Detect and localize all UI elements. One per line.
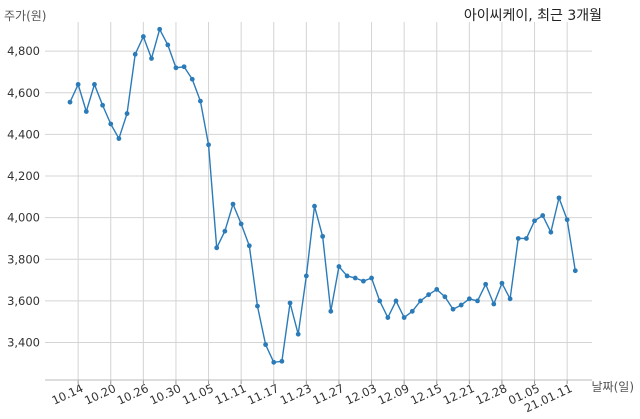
- data-point: [312, 203, 317, 209]
- data-point: [92, 82, 97, 87]
- data-point: [361, 278, 366, 284]
- data-point: [214, 245, 220, 251]
- x-tick-label: 11.23: [278, 381, 314, 408]
- data-point: [499, 280, 505, 286]
- y-tick-label: 4,800: [7, 44, 40, 58]
- data-point: [181, 64, 187, 70]
- data-point: [475, 298, 480, 304]
- series-group: [67, 26, 578, 365]
- data-point: [540, 213, 546, 218]
- y-tick-label: 3,800: [7, 252, 40, 266]
- data-point: [279, 358, 285, 364]
- data-point: [263, 342, 268, 348]
- data-point: [434, 287, 440, 292]
- data-point: [369, 275, 374, 281]
- y-tick-label: 3,600: [7, 294, 40, 308]
- data-point: [393, 298, 399, 304]
- data-point: [564, 217, 570, 223]
- data-point: [295, 331, 301, 337]
- data-point: [450, 306, 456, 312]
- data-point: [466, 296, 472, 302]
- data-point: [287, 300, 293, 306]
- data-point: [515, 236, 521, 241]
- y-tick-label: 4,600: [7, 86, 40, 100]
- data-point: [246, 243, 252, 249]
- data-point: [108, 121, 114, 127]
- data-point: [344, 273, 350, 279]
- data-point: [320, 233, 326, 239]
- x-tick-label: 12.28: [473, 381, 509, 408]
- chart-title: 아이씨케이, 최근 3개월: [463, 8, 602, 24]
- data-point: [100, 102, 105, 108]
- y-tick-label: 4,400: [7, 127, 40, 141]
- data-point: [149, 56, 154, 61]
- axes: [45, 379, 592, 384]
- data-point: [173, 65, 179, 71]
- y-tick-label: 4,200: [7, 169, 40, 183]
- data-point: [238, 221, 244, 227]
- data-point: [67, 99, 73, 105]
- data-point: [132, 51, 138, 57]
- data-point: [418, 298, 423, 304]
- data-point: [189, 76, 195, 82]
- data-point: [230, 201, 236, 207]
- data-point: [377, 298, 383, 304]
- data-point: [303, 273, 309, 279]
- data-point: [75, 82, 81, 87]
- x-tick-label: 11.05: [180, 381, 216, 408]
- data-point: [548, 229, 554, 235]
- data-point: [116, 136, 122, 141]
- data-point: [328, 308, 334, 314]
- data-point: [556, 195, 562, 201]
- data-point: [206, 142, 211, 148]
- data-point: [140, 34, 146, 39]
- y-tick-labels: 3,400 3,600 3,800 4,000 4,200 4,400 4,600 4,800: [7, 44, 40, 349]
- x-tick-label: 12.09: [376, 381, 412, 408]
- x-tick-label: 11.27: [310, 381, 346, 408]
- y-tick-label: 3,400: [7, 336, 40, 350]
- data-point: [255, 303, 260, 309]
- x-tick-label: 11.11: [213, 381, 249, 408]
- data-point: [198, 98, 203, 104]
- data-point: [507, 296, 513, 302]
- grid-lines: [45, 22, 592, 380]
- data-point: [157, 26, 163, 32]
- x-tick-label: 11.17: [245, 381, 281, 408]
- data-point: [165, 42, 171, 48]
- data-point: [271, 359, 277, 365]
- x-tick-label: 12.15: [408, 381, 444, 408]
- x-tick-label: 10.14: [50, 381, 86, 408]
- y-axis-label: 주가(원): [4, 9, 47, 23]
- data-point: [352, 275, 358, 281]
- data-point: [385, 315, 391, 320]
- data-point: [442, 294, 448, 300]
- data-point: [483, 281, 489, 287]
- data-point: [336, 264, 342, 269]
- x-tick-label: 10.20: [82, 381, 118, 408]
- data-point: [83, 109, 89, 114]
- data-point: [401, 315, 407, 320]
- data-point: [124, 111, 130, 116]
- data-point: [524, 236, 529, 241]
- x-axis-label: 날짜(일): [591, 380, 634, 394]
- data-point: [491, 301, 497, 307]
- y-tick-label: 4,000: [7, 211, 40, 225]
- data-point: [572, 268, 578, 274]
- x-tick-label: 12.21: [441, 381, 477, 408]
- x-tick-label: 12.03: [343, 381, 379, 408]
- series-line: [69, 28, 576, 364]
- x-tick-label: 10.30: [147, 381, 183, 408]
- data-point: [458, 302, 464, 308]
- data-point: [426, 292, 431, 298]
- data-point: [532, 218, 537, 224]
- data-point: [409, 308, 415, 314]
- data-point: [222, 228, 228, 234]
- x-tick-labels: 10.1410.2010.2610.3011.0511.1111.1711.23…: [50, 381, 575, 415]
- x-tick-label: 10.26: [115, 381, 151, 408]
